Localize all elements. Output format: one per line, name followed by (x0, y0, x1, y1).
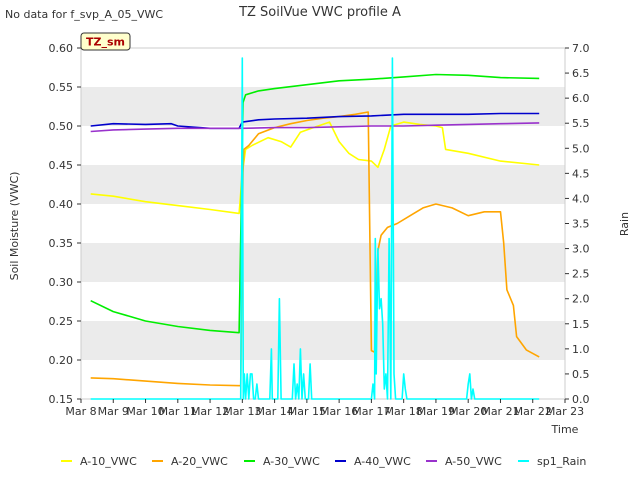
x-tick-label: Mar 17 (352, 405, 390, 418)
y2-tick-label: 6.5 (572, 67, 590, 80)
x-tick-label: Mar 21 (481, 405, 519, 418)
x-tick-label: Mar 20 (449, 405, 487, 418)
series-line-a-40-vwc (90, 112, 540, 130)
series-line-a-50-vwc (90, 122, 540, 133)
site-badge-box (80, 32, 131, 51)
y2-tick-label: 0.5 (572, 368, 590, 381)
legend-item: A-50_VWC (426, 455, 502, 468)
legend-item: A-10_VWC (61, 455, 137, 468)
x-tick-label: Mar 23 (546, 405, 584, 418)
site-badge: TZ_sm (80, 32, 131, 51)
legend-item: A-40_VWC (335, 455, 411, 468)
x-tick-label: Mar 9 (98, 405, 129, 418)
grid-band (81, 243, 565, 282)
y-axis-label: Soil Moisture (VWC) (8, 172, 21, 281)
x-tick-label: Mar 12 (191, 405, 229, 418)
legend-label: A-20_VWC (171, 455, 228, 468)
y2-tick-label: 3.0 (572, 243, 590, 256)
y-tick-label: 0.35 (49, 237, 74, 250)
x-tick-label: Mar 13 (223, 405, 261, 418)
series-line-a-30-vwc (90, 73, 540, 334)
y-axis-left: 0.15 0.20 0.25 0.30 0.35 0.40 0.45 0.50 0.55 0.60 (49, 42, 81, 406)
y2-tick-label: 7.0 (572, 42, 590, 55)
y-tick-label: 0.60 (49, 42, 74, 55)
legend: A-10_VWC A-20_VWC A-30_VWC A-40_VWC A-50_VWC… (61, 455, 586, 468)
y-tick-label: 0.15 (49, 393, 74, 406)
x-tick-label: Mar 15 (288, 405, 326, 418)
series-line-a-10-vwc (90, 121, 540, 215)
legend-label: sp1_Rain (537, 455, 586, 468)
chart-title: TZ SoilVue VWC profile A (238, 5, 401, 20)
y2-axis-label: Rain (618, 212, 631, 236)
legend-label: A-30_VWC (263, 455, 320, 468)
legend-item: A-30_VWC (244, 455, 320, 468)
y2-tick-label: 2.5 (572, 268, 590, 281)
y2-tick-label: 5.0 (572, 142, 590, 155)
x-tick-label: Mar 10 (126, 405, 164, 418)
legend-label: A-40_VWC (354, 455, 411, 468)
y-tick-label: 0.40 (49, 198, 74, 211)
y-tick-label: 0.30 (49, 276, 74, 289)
y-tick-label: 0.55 (49, 81, 74, 94)
y-tick-label: 0.45 (49, 159, 74, 172)
y2-tick-label: 4.0 (572, 192, 590, 205)
grid-band (81, 165, 565, 204)
x-tick-label: Mar 8 (65, 405, 96, 418)
plot-background-bands (81, 87, 565, 360)
no-data-note: No data for f_svp_A_05_VWC (5, 8, 163, 21)
y2-tick-label: 1.5 (572, 318, 590, 331)
x-axis-label: Time (551, 423, 579, 436)
y2-tick-label: 0.0 (572, 393, 590, 406)
x-tick-label: Mar 14 (255, 405, 293, 418)
legend-item: A-20_VWC (152, 455, 228, 468)
site-badge-label: TZ_sm (86, 36, 125, 49)
x-tick-label: Mar 11 (159, 405, 197, 418)
x-tick-label: Mar 16 (320, 405, 358, 418)
legend-label: A-50_VWC (445, 455, 502, 468)
y-tick-label: 0.50 (49, 120, 74, 133)
x-tick-label: Mar 19 (417, 405, 455, 418)
grid-band (81, 321, 565, 360)
grid-band (81, 87, 565, 126)
legend-label: A-10_VWC (80, 455, 137, 468)
y-tick-label: 0.20 (49, 354, 74, 367)
y-tick-label: 0.25 (49, 315, 74, 328)
x-tick-label: Mar 18 (385, 405, 423, 418)
y-axis-right: 0.0 0.5 1.0 1.5 2.0 2.5 3.0 3.5 4.0 4.5 5.0 5.5 6.0 6… (565, 42, 590, 406)
y2-tick-label: 1.0 (572, 343, 590, 356)
y2-tick-label: 5.5 (572, 117, 590, 130)
x-tick-label: Mar 22 (514, 405, 552, 418)
y2-tick-label: 2.0 (572, 293, 590, 306)
legend-item: sp1_Rain (518, 455, 586, 468)
y2-tick-label: 3.5 (572, 218, 590, 231)
y2-tick-label: 4.5 (572, 167, 590, 180)
y2-tick-label: 6.0 (572, 92, 590, 105)
